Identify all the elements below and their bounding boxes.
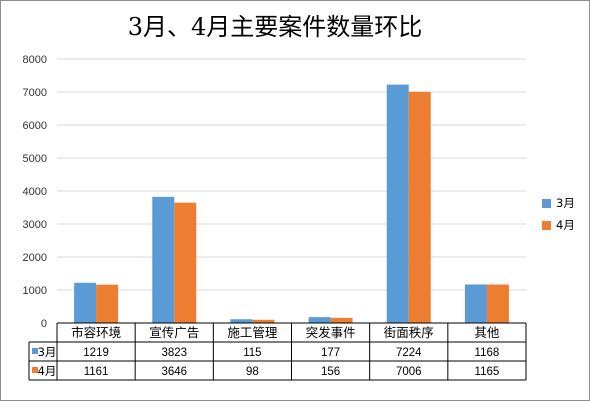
category-label-5: 其他 (474, 325, 500, 340)
y-tick-label-2: 2000 (23, 252, 47, 264)
chart-title: 3月、4月主要案件数量环比 (127, 13, 423, 41)
bar-1-0 (96, 284, 119, 323)
bar-1-2 (252, 319, 275, 323)
bar-0-5 (464, 284, 487, 323)
table-cell-0-1: 3823 (161, 347, 187, 359)
table-row-header-1: 4月 (38, 364, 57, 378)
table-cell-1-1: 3646 (161, 366, 187, 378)
legend-swatch-0 (542, 199, 551, 208)
legend-label-1: 4月 (556, 218, 575, 232)
bar-0-3 (308, 317, 331, 323)
y-tick-label-4: 4000 (23, 186, 47, 198)
bar-0-2 (230, 319, 253, 323)
y-tick-label-3: 3000 (23, 219, 47, 231)
table-cell-0-3: 177 (321, 347, 340, 359)
legend-swatch-1 (542, 221, 551, 230)
y-tick-label-7: 7000 (23, 87, 47, 99)
category-label-4: 街面秩序 (384, 325, 434, 340)
bar-1-4 (408, 91, 431, 323)
table-cell-1-3: 156 (321, 366, 340, 378)
category-label-3: 突发事件 (306, 325, 356, 340)
table-cell-1-5: 1165 (475, 366, 500, 378)
bar-1-5 (486, 284, 509, 323)
category-label-2: 施工管理 (227, 325, 278, 340)
table-legend-key-0 (32, 348, 38, 354)
table-row-header-0: 3月 (38, 345, 57, 359)
bar-1-1 (174, 202, 197, 323)
bar-1-3 (330, 317, 353, 323)
table-cell-0-4: 7224 (396, 347, 422, 359)
table-cell-1-0: 1161 (84, 366, 109, 378)
y-tick-label-1: 1000 (23, 285, 47, 297)
table-cell-0-0: 1219 (83, 347, 109, 359)
y-tick-label-6: 6000 (23, 120, 47, 132)
legend-label-0: 3月 (556, 196, 575, 210)
category-label-0: 市容环境 (71, 325, 121, 340)
table-legend-key-1 (32, 367, 38, 373)
y-tick-label-0: 0 (41, 318, 47, 330)
y-tick-label-8: 8000 (23, 54, 47, 66)
y-tick-label-5: 5000 (23, 153, 47, 165)
table-cell-0-5: 1168 (475, 347, 500, 359)
table-cell-1-2: 98 (246, 366, 259, 378)
bar-0-4 (386, 84, 409, 323)
category-label-1: 宣传广告 (149, 325, 199, 340)
bar-0-0 (74, 282, 97, 323)
table-cell-1-4: 7006 (396, 366, 422, 378)
bar-0-1 (152, 196, 175, 323)
table-cell-0-2: 115 (243, 347, 261, 359)
